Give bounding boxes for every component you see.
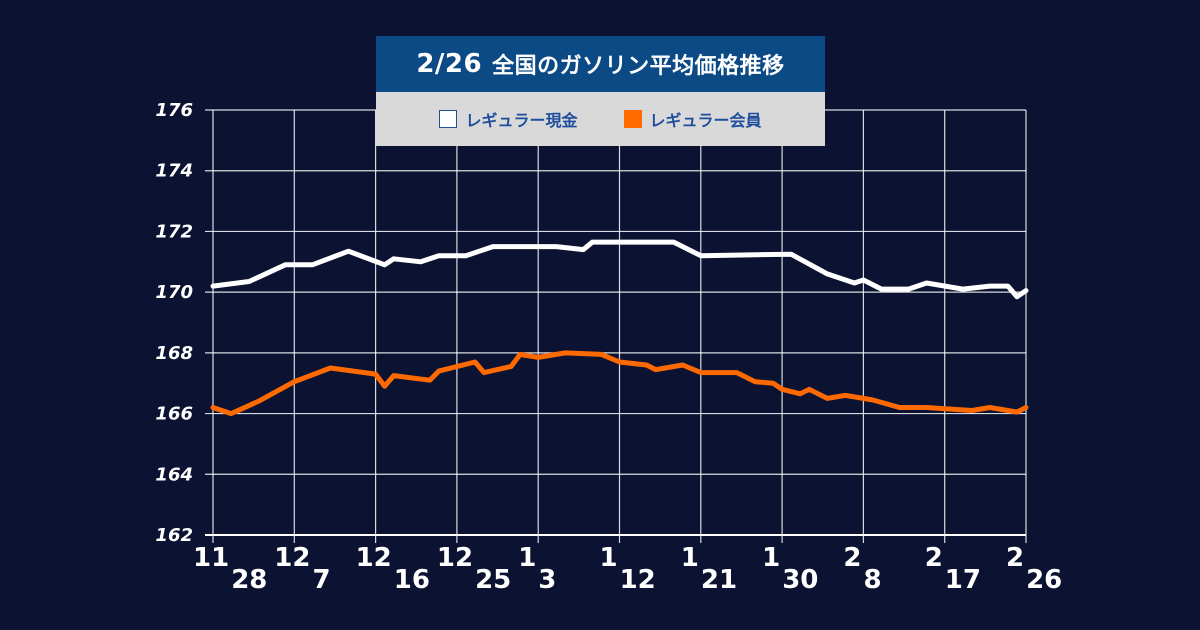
- chart-title-text: 全国のガソリン平均価格推移: [492, 54, 785, 79]
- legend-item-cash: レギュラー現金: [439, 107, 578, 131]
- chart-title-date: 2/26: [416, 49, 483, 79]
- y-tick-label: 174: [155, 161, 193, 182]
- y-tick-label: 176: [155, 100, 193, 121]
- legend-label-cash: レギュラー現金: [465, 111, 578, 130]
- y-tick-label: 166: [155, 404, 193, 425]
- legend-swatch-member: [623, 110, 642, 128]
- legend-swatch-cash: [439, 110, 458, 128]
- y-tick-label: 172: [155, 221, 193, 242]
- series-line-member: [210, 350, 1029, 417]
- x-tick-label: 1216: [356, 543, 430, 595]
- x-tick-label: 1128: [193, 543, 267, 595]
- y-tick-label: 162: [155, 525, 193, 546]
- x-tick-label: 13: [518, 543, 556, 595]
- y-tick-label: 168: [155, 343, 193, 364]
- x-tick-label: 226: [1006, 543, 1062, 595]
- x-tick-label: 217: [925, 543, 981, 595]
- y-tick-label: 170: [155, 282, 193, 303]
- series-line-cash: [210, 239, 1029, 300]
- legend-item-member: レギュラー会員: [623, 107, 762, 131]
- x-tick-label: 130: [762, 543, 818, 595]
- chart-title-box: 2/26 全国のガソリン平均価格推移: [376, 36, 825, 92]
- x-tick-label: 1225: [437, 543, 511, 595]
- x-tick-label: 127: [274, 543, 330, 595]
- x-tick-label: 121: [681, 543, 737, 595]
- legend-label-member: レギュラー会員: [649, 111, 762, 130]
- x-tick-label: 112: [600, 543, 656, 595]
- legend: レギュラー現金 レギュラー会員: [376, 92, 825, 146]
- y-tick-label: 164: [155, 464, 193, 485]
- x-tick-label: 28: [843, 543, 881, 595]
